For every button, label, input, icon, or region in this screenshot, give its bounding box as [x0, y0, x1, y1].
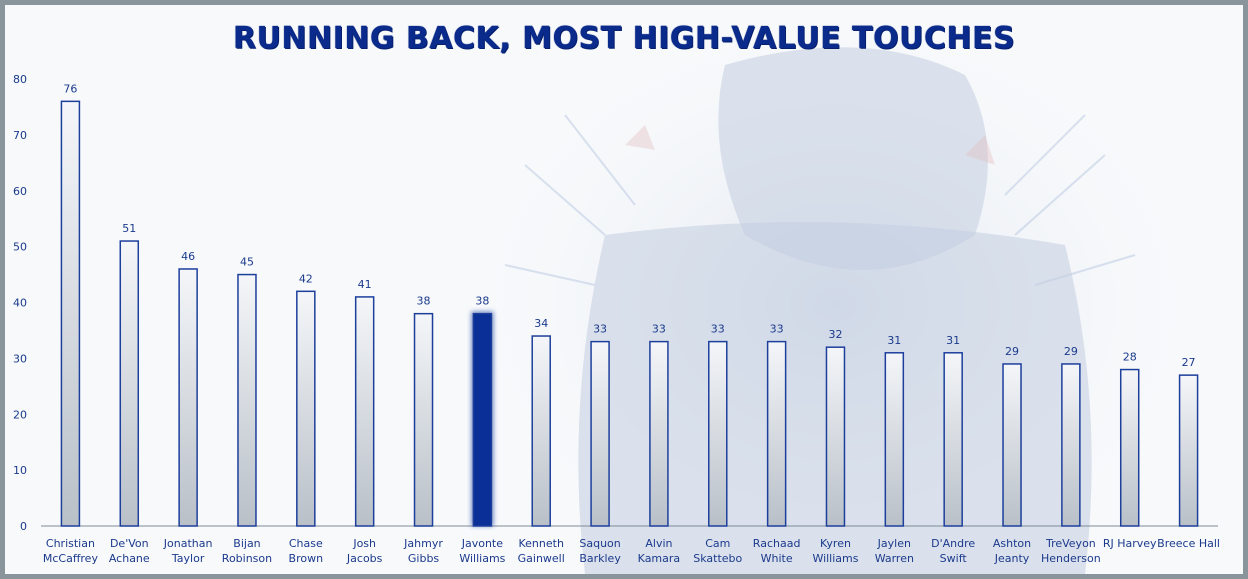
x-tick-label: Javonte Williams: [459, 537, 505, 565]
bar: [1002, 363, 1022, 527]
data-label: 33: [711, 323, 725, 336]
data-label: 38: [417, 295, 431, 308]
x-tick-label: Cam Skattebo: [693, 537, 742, 565]
x-tick-label: Jaylen Warren: [875, 537, 914, 565]
data-label: 45: [240, 256, 254, 269]
x-tick-label: Breece Hall: [1157, 537, 1220, 550]
data-label: 31: [887, 334, 901, 347]
chart-title: RUNNING BACK, MOST HIGH-VALUE TOUCHES: [232, 21, 1016, 56]
background-player-art: [455, 5, 1215, 574]
y-tick-label: 0: [20, 520, 27, 533]
x-tick-label: Saquon Barkley: [579, 537, 621, 565]
x-tick-label: Bijan Robinson: [222, 537, 272, 565]
data-label: 51: [122, 222, 136, 235]
data-label: 29: [1005, 345, 1019, 358]
bar: [1119, 368, 1140, 527]
y-tick-label: 50: [13, 241, 27, 254]
x-tick-label: Jahmyr Gibbs: [403, 537, 443, 565]
y-tick-label: 20: [13, 408, 27, 421]
x-tick-label: Josh Jacobs: [346, 537, 383, 565]
bar: [237, 273, 257, 527]
bar: [766, 340, 787, 527]
y-tick-label: 10: [13, 464, 27, 477]
x-tick-label: TreVeyon Henderson: [1041, 537, 1101, 565]
data-label: 42: [299, 272, 313, 285]
bar: [413, 312, 434, 527]
x-tick-label: Christian McCaffrey: [43, 537, 99, 565]
bar: [531, 335, 551, 527]
data-label: 33: [770, 323, 784, 336]
x-tick-label: Alvin Kamara: [638, 537, 680, 565]
x-tick-label: Rachaad White: [753, 537, 801, 565]
data-label: 32: [828, 328, 842, 341]
bar: [354, 296, 375, 527]
x-tick-label: Chase Brown: [289, 537, 324, 565]
x-tick-label: RJ Harvey: [1103, 537, 1157, 550]
data-label: 76: [63, 82, 77, 95]
data-label: 41: [358, 278, 372, 291]
bar-chart: 0 10 20 30 40 50 60 70 80 76 Christian McCaffrey 51 D…: [13, 73, 1220, 565]
bar-highlighted: [472, 312, 493, 527]
bar: [178, 268, 198, 527]
bar: [590, 340, 610, 527]
data-label: 46: [181, 250, 195, 263]
data-label: 31: [946, 334, 960, 347]
bar: [884, 352, 905, 527]
data-label: 33: [593, 323, 607, 336]
bar: [943, 352, 963, 527]
y-tick-label: 80: [13, 73, 27, 86]
x-tick-label: Jonathan Taylor: [163, 537, 213, 565]
y-tick-label: 60: [13, 185, 27, 198]
y-tick-label: 70: [13, 129, 27, 142]
y-tick-label: 30: [13, 352, 27, 365]
x-tick-label: Kenneth Gainwell: [518, 537, 565, 565]
data-label: 38: [475, 295, 489, 308]
data-label: 27: [1182, 356, 1196, 369]
x-tick-label: Kyren Williams: [812, 537, 858, 565]
bar: [708, 340, 728, 527]
y-tick-label: 40: [13, 297, 27, 310]
data-label: 28: [1123, 351, 1137, 364]
bar: [825, 346, 846, 527]
bar: [119, 240, 140, 527]
bar: [649, 340, 669, 527]
bar: [296, 290, 316, 527]
bar: [1061, 363, 1081, 527]
x-tick-label: De'Von Achane: [109, 537, 150, 565]
x-tick-label: Ashton Jeanty: [993, 537, 1031, 565]
x-tick-label: D'Andre Swift: [931, 537, 975, 565]
data-label: 29: [1064, 345, 1078, 358]
data-label: 34: [534, 317, 548, 330]
bar: [60, 100, 81, 527]
bar: [1178, 374, 1199, 527]
data-label: 33: [652, 323, 666, 336]
